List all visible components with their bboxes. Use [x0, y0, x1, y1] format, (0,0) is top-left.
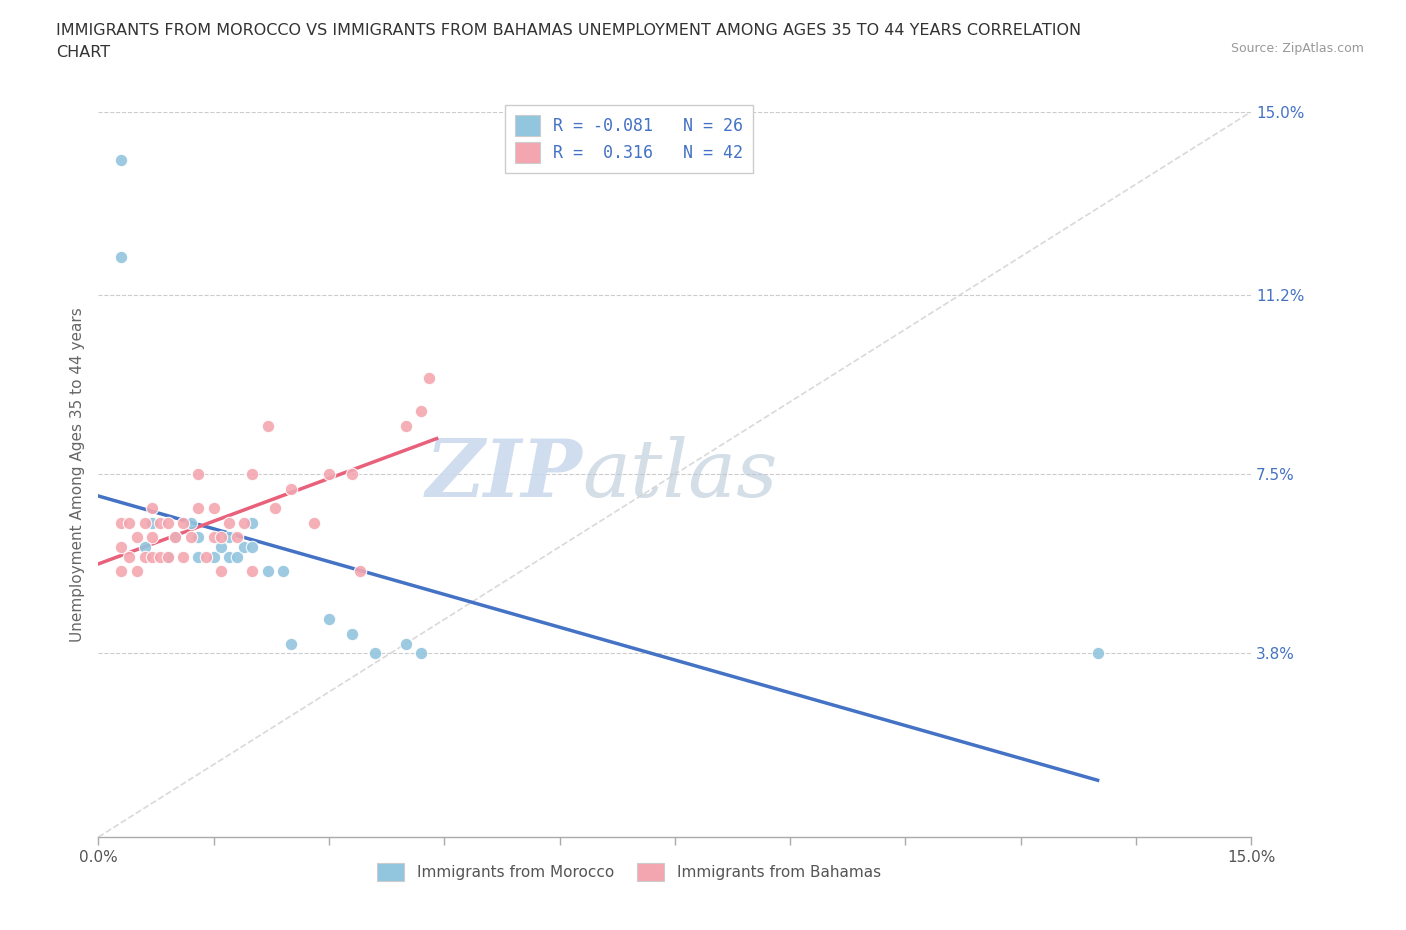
Point: [134, 549, 156, 564]
Point: [218, 549, 240, 564]
Point: [172, 549, 194, 564]
Point: [187, 500, 209, 515]
Point: [156, 515, 179, 530]
Point: [165, 530, 187, 545]
Point: [202, 549, 225, 564]
Text: ZIP: ZIP: [426, 435, 582, 513]
Text: IMMIGRANTS FROM MOROCCO VS IMMIGRANTS FROM BAHAMAS UNEMPLOYMENT AMONG AGES 35 TO: IMMIGRANTS FROM MOROCCO VS IMMIGRANTS FR…: [56, 23, 1081, 38]
Point: [209, 539, 232, 554]
Point: [141, 515, 163, 530]
Point: [187, 549, 209, 564]
Legend: Immigrants from Morocco, Immigrants from Bahamas: Immigrants from Morocco, Immigrants from…: [371, 857, 887, 887]
Point: [264, 500, 287, 515]
Point: [225, 549, 247, 564]
Point: [172, 515, 194, 530]
Point: [209, 564, 232, 578]
Point: [418, 370, 440, 385]
Point: [1087, 645, 1109, 660]
Point: [225, 530, 247, 545]
Point: [134, 515, 156, 530]
Point: [180, 530, 202, 545]
Point: [318, 467, 340, 482]
Point: [395, 636, 418, 651]
Point: [141, 530, 163, 545]
Point: [110, 564, 132, 578]
Point: [125, 530, 148, 545]
Point: [240, 467, 263, 482]
Point: [125, 564, 148, 578]
Point: [110, 539, 132, 554]
Point: [110, 153, 132, 167]
Point: [280, 482, 302, 497]
Point: [395, 418, 418, 433]
Point: [271, 564, 294, 578]
Point: [349, 564, 371, 578]
Point: [411, 645, 433, 660]
Point: [141, 500, 163, 515]
Text: Source: ZipAtlas.com: Source: ZipAtlas.com: [1230, 42, 1364, 55]
Point: [280, 636, 302, 651]
Point: [156, 549, 179, 564]
Point: [118, 549, 141, 564]
Point: [149, 549, 172, 564]
Point: [411, 404, 433, 418]
Text: CHART: CHART: [56, 45, 110, 60]
Point: [240, 539, 263, 554]
Point: [240, 515, 263, 530]
Point: [165, 530, 187, 545]
Point: [340, 467, 363, 482]
Point: [218, 515, 240, 530]
Point: [202, 500, 225, 515]
Point: [209, 530, 232, 545]
Point: [318, 612, 340, 627]
Point: [180, 515, 202, 530]
Y-axis label: Unemployment Among Ages 35 to 44 years: Unemployment Among Ages 35 to 44 years: [69, 307, 84, 642]
Point: [233, 515, 256, 530]
Point: [256, 564, 278, 578]
Point: [364, 645, 387, 660]
Point: [340, 627, 363, 642]
Point: [134, 539, 156, 554]
Point: [141, 549, 163, 564]
Point: [156, 549, 179, 564]
Point: [302, 515, 325, 530]
Point: [240, 564, 263, 578]
Point: [110, 249, 132, 264]
Point: [256, 418, 278, 433]
Point: [187, 530, 209, 545]
Point: [233, 539, 256, 554]
Point: [195, 549, 218, 564]
Point: [149, 515, 172, 530]
Point: [110, 515, 132, 530]
Point: [202, 530, 225, 545]
Point: [218, 530, 240, 545]
Point: [187, 467, 209, 482]
Text: atlas: atlas: [582, 435, 778, 513]
Point: [118, 515, 141, 530]
